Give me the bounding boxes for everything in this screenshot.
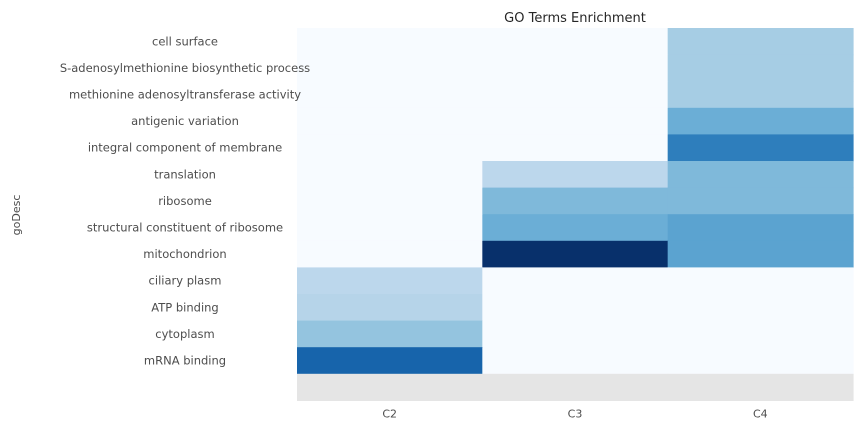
heatmap-cell — [482, 294, 669, 322]
heatmap-cell — [667, 267, 854, 295]
x-tick-label: C4 — [753, 407, 768, 420]
heatmap-cell — [482, 187, 669, 215]
heatmap-cell — [667, 214, 854, 242]
y-tick-label: integral component of membrane — [88, 141, 282, 155]
heatmap-cell — [297, 267, 483, 295]
x-tick-label: C2 — [382, 407, 397, 420]
heatmap-cell — [482, 347, 669, 375]
heatmap-cell — [667, 294, 854, 322]
heatmap-cell — [667, 240, 854, 268]
heatmap-cell — [482, 28, 669, 56]
heatmap-cell — [482, 320, 669, 348]
heatmap-cell — [667, 187, 854, 215]
y-tick-label: ribosome — [158, 194, 212, 208]
heatmap-cell — [297, 107, 483, 135]
heatmap-cell — [482, 373, 669, 401]
y-axis-label: goDesc — [10, 195, 23, 236]
heatmap-cell — [667, 134, 854, 162]
y-tick-label: translation — [154, 167, 216, 181]
y-tick-label: antigenic variation — [131, 114, 239, 128]
heatmap-cell — [297, 28, 483, 56]
heatmap-cell — [297, 54, 483, 82]
heatmap-cell — [482, 267, 669, 295]
heatmap-cell — [482, 81, 669, 109]
heatmap-cell — [297, 187, 483, 215]
y-tick-label: structural constituent of ribosome — [87, 221, 283, 235]
y-tick-label: mRNA binding — [144, 354, 226, 368]
heatmap-cell — [482, 54, 669, 82]
heatmap-cell — [667, 28, 854, 56]
heatmap-cell — [297, 81, 483, 109]
heatmap-cell — [297, 347, 483, 375]
heatmap-cell — [297, 294, 483, 322]
heatmap-cell — [297, 240, 483, 268]
heatmap-cell — [667, 54, 854, 82]
heatmap-cell — [667, 81, 854, 109]
y-tick-label: methionine adenosyltransferase activity — [69, 88, 301, 102]
heatmap-cell — [667, 161, 854, 189]
y-tick-labels: cell surface S-adenosylmethionine biosynt… — [60, 34, 310, 367]
y-tick-label: mitochondrion — [143, 247, 226, 261]
heatmap-cell — [482, 214, 669, 242]
heatmap-cell — [297, 214, 483, 242]
heatmap-cell — [482, 134, 669, 162]
y-tick-label: cell surface — [152, 34, 218, 48]
heatmap-cell — [667, 347, 854, 375]
x-tick-labels: C2 C3 C4 — [382, 407, 767, 420]
chart-title: GO Terms Enrichment — [504, 11, 646, 26]
heatmap-cell — [482, 161, 669, 189]
x-tick-label: C3 — [568, 407, 583, 420]
heatmap-cell — [667, 107, 854, 135]
y-tick-label: ATP binding — [151, 300, 218, 314]
heatmap-cell — [667, 320, 854, 348]
heatmap-cell — [667, 373, 854, 401]
heatmap-cell — [482, 107, 669, 135]
heatmap-cell — [297, 134, 483, 162]
heatmap-cells — [297, 28, 854, 401]
heatmap-cell — [297, 373, 483, 401]
heatmap-cell — [297, 320, 483, 348]
y-tick-label: ciliary plasm — [149, 274, 222, 288]
heatmap-cell — [482, 240, 669, 268]
heatmap-cell — [297, 161, 483, 189]
y-tick-label: cytoplasm — [155, 327, 214, 341]
y-tick-label: S-adenosylmethionine biosynthetic proces… — [60, 61, 310, 75]
